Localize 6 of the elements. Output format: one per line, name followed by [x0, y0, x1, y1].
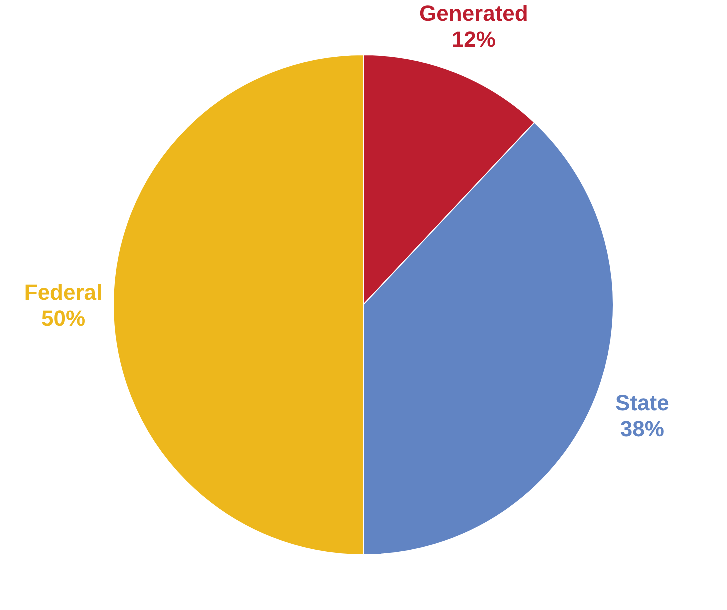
slice-label: State — [616, 390, 670, 416]
slice-label: Generated — [420, 1, 528, 26]
slice-label: Federal — [24, 280, 103, 305]
data-label: 50% — [41, 306, 86, 331]
data-label: 12% — [452, 27, 496, 52]
data-label: 38% — [620, 416, 664, 442]
